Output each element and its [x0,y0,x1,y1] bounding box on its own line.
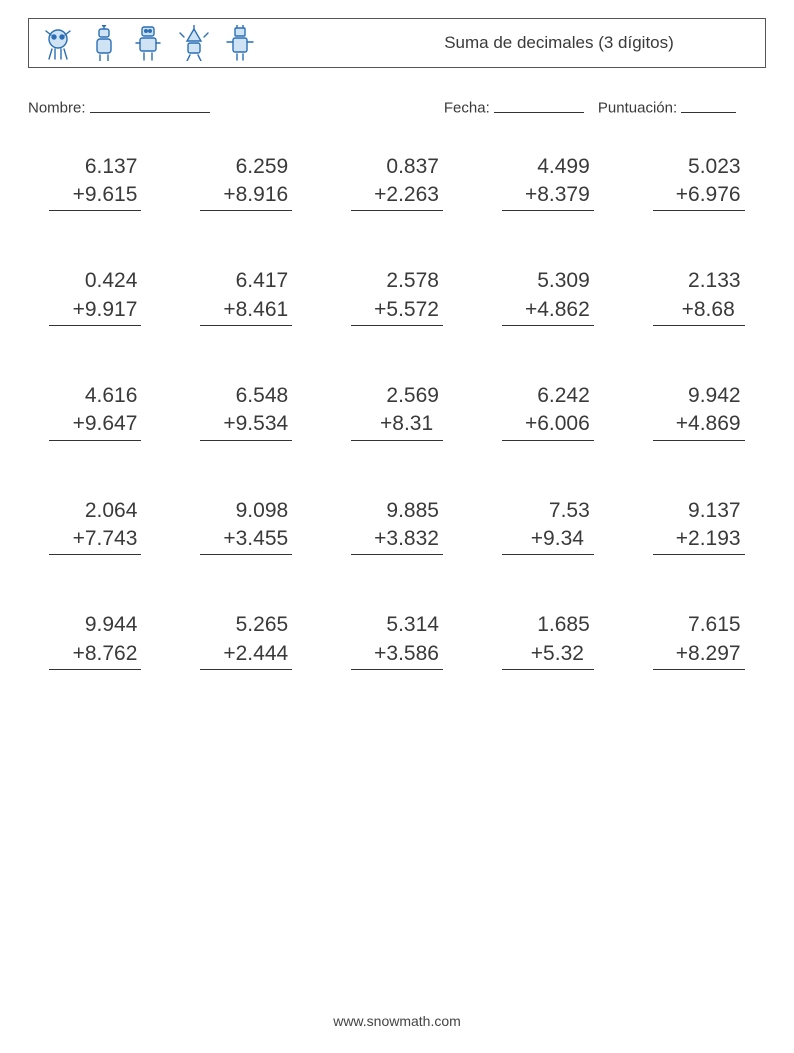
problem: 2.064+7.743 [32,497,159,556]
problem: 9.885+3.832 [334,497,461,556]
problem: 9.137+2.193 [635,497,762,556]
addend-top: 1.685 [502,611,594,639]
problem: 5.309+4.862 [484,267,611,326]
addend-bottom: +4.869 [653,410,745,440]
addend-bottom: +6.976 [653,181,745,211]
addend-bottom: +8.68 [653,296,745,326]
name-blank[interactable] [90,96,210,113]
robot-icon [179,25,209,61]
addend-bottom: +2.193 [653,525,745,555]
addend-bottom: +8.379 [502,181,594,211]
date-label: Fecha: [444,100,490,117]
addend-bottom: +8.31 [351,410,443,440]
addend-bottom: +2.444 [200,640,292,670]
addend-bottom: +9.615 [49,181,141,211]
problem: 9.944+8.762 [32,611,159,670]
problem: 6.259+8.916 [183,153,310,212]
addend-bottom: +2.263 [351,181,443,211]
problem: 7.615+8.297 [635,611,762,670]
problem: 2.569+8.31 [334,382,461,441]
problem: 0.424+9.917 [32,267,159,326]
problem: 7.53+9.34 [484,497,611,556]
robot-icon [41,25,75,61]
addend-top: 6.242 [502,382,594,410]
addend-bottom: +9.917 [49,296,141,326]
addend-bottom: +9.34 [502,525,594,555]
meta-row: Nombre: Fecha: Puntuación: [28,96,766,117]
addend-top: 5.023 [653,153,745,181]
addend-top: 9.885 [351,497,443,525]
problem: 6.417+8.461 [183,267,310,326]
score-blank[interactable] [681,96,736,113]
date-field: Fecha: [444,96,584,117]
addend-top: 9.098 [200,497,292,525]
addend-top: 2.578 [351,267,443,295]
problem: 4.499+8.379 [484,153,611,212]
addend-top: 5.314 [351,611,443,639]
addend-bottom: +4.862 [502,296,594,326]
problems-grid: 6.137+9.6156.259+8.9160.837+2.2634.499+8… [28,153,766,670]
problem: 9.942+4.869 [635,382,762,441]
problem: 6.137+9.615 [32,153,159,212]
addend-top: 5.309 [502,267,594,295]
problem: 2.578+5.572 [334,267,461,326]
problem: 4.616+9.647 [32,382,159,441]
addend-bottom: +8.762 [49,640,141,670]
addend-bottom: +8.461 [200,296,292,326]
addend-bottom: +9.534 [200,410,292,440]
score-label: Puntuación: [598,100,677,117]
addend-bottom: +3.586 [351,640,443,670]
worksheet-page: Suma de decimales (3 dígitos) Nombre: Fe… [0,0,794,1053]
addend-bottom: +7.743 [49,525,141,555]
addend-bottom: +8.916 [200,181,292,211]
addend-top: 6.417 [200,267,292,295]
addend-top: 2.133 [653,267,745,295]
problem: 1.685+5.32 [484,611,611,670]
addend-top: 0.424 [49,267,141,295]
name-label: Nombre: [28,100,86,117]
header-box: Suma de decimales (3 dígitos) [28,18,766,68]
problem: 5.265+2.444 [183,611,310,670]
addend-top: 9.942 [653,382,745,410]
addend-top: 6.137 [49,153,141,181]
worksheet-title: Suma de decimales (3 dígitos) [255,33,753,53]
date-blank[interactable] [494,96,584,113]
addend-bottom: +5.32 [502,640,594,670]
footer-url: www.snowmath.com [0,1013,794,1029]
problem: 5.314+3.586 [334,611,461,670]
problem: 2.133+8.68 [635,267,762,326]
problem: 6.242+6.006 [484,382,611,441]
robot-icon [225,25,255,61]
addend-bottom: +3.832 [351,525,443,555]
problem: 0.837+2.263 [334,153,461,212]
addend-bottom: +6.006 [502,410,594,440]
addend-top: 0.837 [351,153,443,181]
problem: 6.548+9.534 [183,382,310,441]
addend-bottom: +8.297 [653,640,745,670]
problem: 9.098+3.455 [183,497,310,556]
addend-top: 7.615 [653,611,745,639]
addend-bottom: +5.572 [351,296,443,326]
addend-top: 7.53 [502,497,594,525]
addend-top: 2.569 [351,382,443,410]
name-field: Nombre: [28,96,434,117]
problem: 5.023+6.976 [635,153,762,212]
robot-icon [91,25,117,61]
addend-bottom: +9.647 [49,410,141,440]
robot-icon [133,25,163,61]
robot-icons [41,25,255,61]
addend-top: 4.499 [502,153,594,181]
addend-top: 5.265 [200,611,292,639]
addend-top: 6.548 [200,382,292,410]
addend-bottom: +3.455 [200,525,292,555]
addend-top: 2.064 [49,497,141,525]
addend-top: 6.259 [200,153,292,181]
addend-top: 9.944 [49,611,141,639]
addend-top: 9.137 [653,497,745,525]
addend-top: 4.616 [49,382,141,410]
score-field: Puntuación: [598,96,736,117]
